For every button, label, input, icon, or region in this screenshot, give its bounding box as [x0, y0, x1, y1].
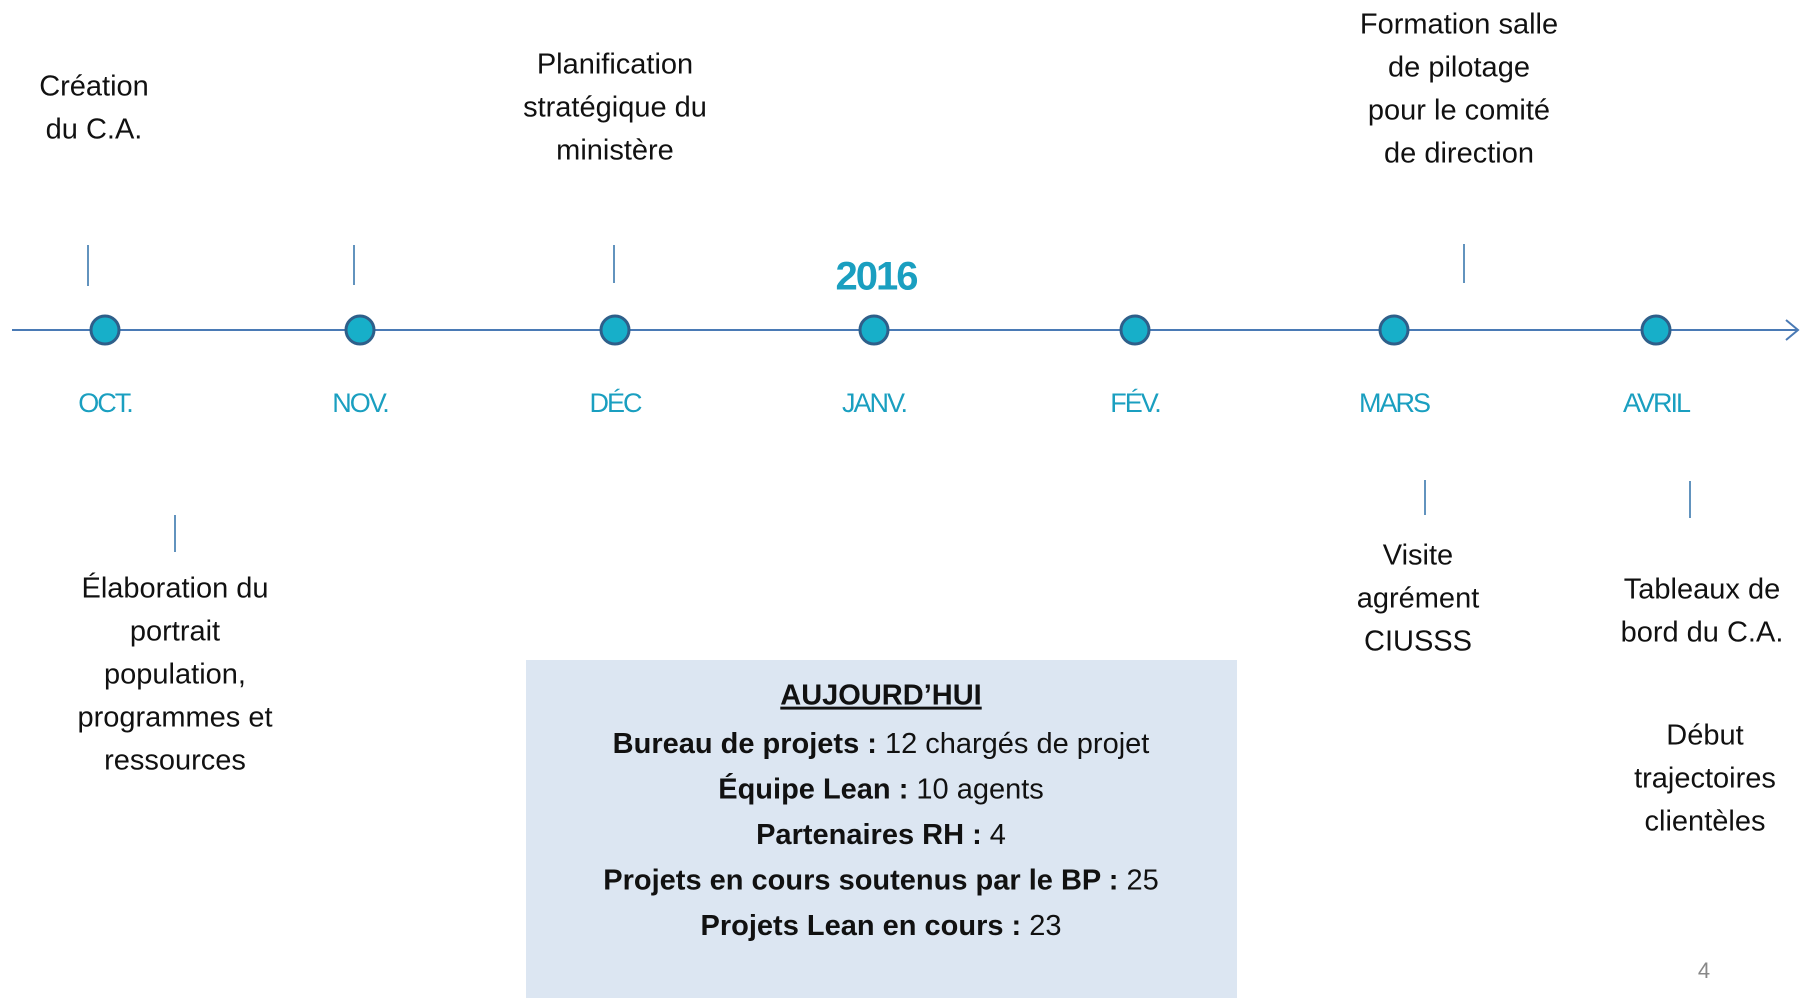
timeline-dot — [89, 314, 121, 346]
event-text: de pilotage — [1388, 52, 1530, 84]
item-value: 23 — [1029, 910, 1061, 942]
today-item: Projets en cours soutenus par le BP :25 — [603, 864, 1158, 896]
today-title: AUJOURD’HUI — [780, 680, 981, 712]
month-label: OCT. — [78, 388, 132, 418]
year: 2016 — [836, 255, 918, 299]
month-label: MARS — [1359, 388, 1430, 418]
event-text: trajectoires — [1634, 763, 1776, 795]
month-label: FÉV. — [1110, 388, 1160, 418]
event-text: Formation salle — [1360, 9, 1558, 41]
event-text: du C.A. — [46, 114, 143, 146]
month-label: DÉC — [589, 388, 642, 418]
today-item: Équipe Lean :10 agents — [718, 771, 1044, 805]
timeline-dot — [1119, 314, 1151, 346]
event-text: clientèles — [1645, 806, 1766, 838]
timeline-dot — [1640, 314, 1672, 346]
month-label: NOV. — [332, 388, 388, 418]
timeline-dot — [858, 314, 890, 346]
event-text: stratégique du — [523, 92, 707, 124]
today-item: Projets Lean en cours :23 — [701, 910, 1062, 942]
event-text: programmes et — [77, 702, 272, 734]
event-text: pour le comité — [1368, 95, 1550, 127]
event-text: Planification — [537, 49, 693, 81]
event-text: Tableaux de — [1624, 574, 1780, 606]
page-number: 4 — [1698, 958, 1710, 983]
item-label: Projets Lean en cours : — [701, 910, 1022, 942]
timeline-dot — [1378, 314, 1410, 346]
item-label: Partenaires RH : — [756, 819, 982, 851]
event-text: CIUSSS — [1364, 626, 1472, 658]
month-label: JANV. — [842, 388, 907, 418]
item-label: Projets en cours soutenus par le BP : — [603, 864, 1118, 896]
event-text: agrément — [1357, 583, 1480, 615]
today-item: Partenaires RH :4 — [756, 819, 1006, 851]
event-text: Visite — [1383, 540, 1453, 572]
axis-arrow — [1785, 319, 1800, 341]
item-value: 4 — [990, 819, 1006, 851]
event-text: ministère — [556, 135, 674, 167]
item-value: 12 chargés de projet — [885, 728, 1149, 760]
event-text: bord du C.A. — [1621, 617, 1784, 649]
event-text: Création — [39, 71, 149, 103]
event-text: population, — [104, 659, 246, 691]
item-value: 10 agents — [916, 773, 1043, 805]
today-item: Bureau de projets :12 chargés de projet — [613, 728, 1150, 760]
timeline-dot — [344, 314, 376, 346]
today-box — [526, 660, 1237, 998]
event-text: portrait — [130, 616, 220, 648]
item-label: Équipe Lean : — [718, 771, 908, 805]
timeline-dot — [599, 314, 631, 346]
item-value: 25 — [1126, 864, 1158, 896]
event-text: ressources — [104, 745, 246, 777]
event-text: de direction — [1384, 138, 1534, 170]
event-text: Début — [1666, 720, 1743, 752]
event-text: Élaboration du — [81, 572, 268, 605]
month-label: AVRIL — [1623, 388, 1691, 418]
item-label: Bureau de projets : — [613, 728, 877, 760]
